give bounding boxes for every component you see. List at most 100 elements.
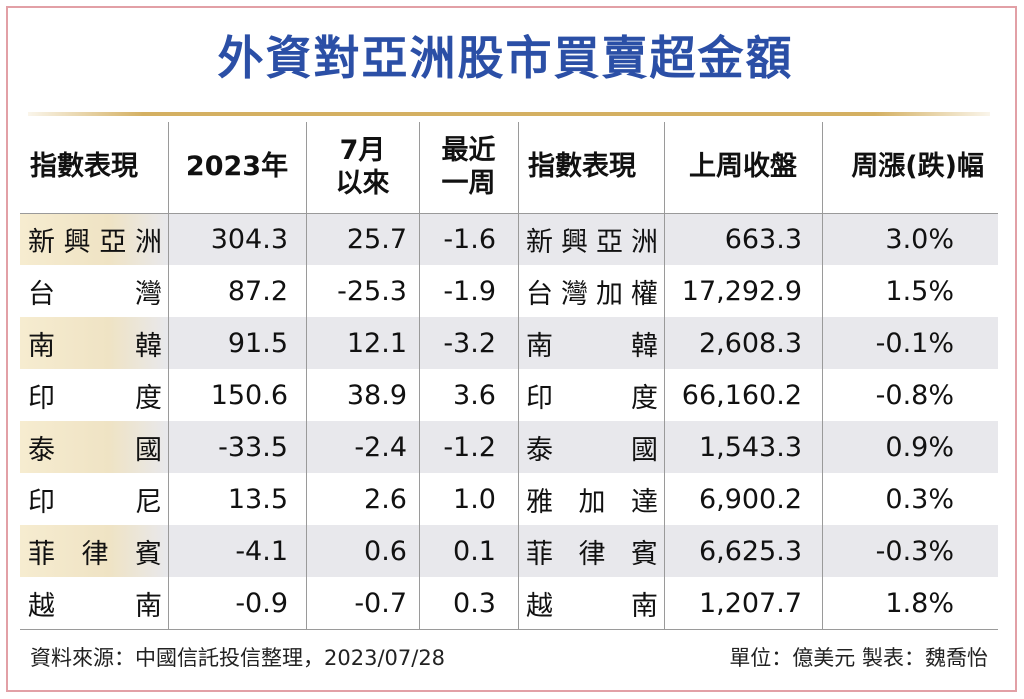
name-char: 度 — [135, 382, 162, 414]
left-2023-cell: -33.5 — [218, 431, 288, 463]
table-row: 新興亞洲 304.3 25.7 -1.6 新興亞洲 663.3 3.0% — [20, 213, 998, 265]
name-char: 灣 — [135, 278, 162, 310]
header-cell: 指數表現 — [528, 151, 636, 183]
right-close-cell: 6,900.2 — [698, 483, 802, 515]
name-char: 泰 — [28, 434, 55, 466]
left-since-july-cell: 38.9 — [346, 379, 407, 411]
left-week-cell: -1.9 — [443, 275, 496, 307]
name-char: 灣 — [561, 278, 588, 310]
name-char: 台 — [28, 278, 55, 310]
header-cell: 上周收盤 — [689, 151, 797, 183]
column-divider — [306, 122, 307, 630]
left-2023-cell: -4.1 — [235, 535, 288, 567]
unit-credit-note: 單位：億美元 製表：魏喬怡 — [729, 646, 988, 670]
table-header-row: 指數表現 2023年 7月 以來 最近 一周 指數表現 上周收盤 周漲(跌)幅 — [20, 122, 998, 213]
right-close-cell: 6,625.3 — [698, 535, 802, 567]
left-since-july-cell: -25.3 — [337, 275, 407, 307]
column-divider — [664, 122, 665, 630]
name-char: 權 — [631, 278, 658, 310]
right-name-cell: 印度 — [518, 369, 664, 421]
table-row: 印尼 13.5 2.6 1.0 雅加達 6,900.2 0.3% — [20, 473, 998, 525]
name-char: 台 — [526, 278, 553, 310]
right-change-cell: -0.8% — [875, 379, 954, 411]
right-name-cell: 台灣加權 — [518, 265, 664, 317]
left-since-july-cell: -0.7 — [354, 587, 407, 619]
column-divider — [419, 122, 420, 630]
left-week-cell: -3.2 — [443, 327, 496, 359]
column-divider — [822, 122, 823, 630]
left-name-cell: 印尼 — [20, 473, 168, 525]
left-2023-cell: 150.6 — [210, 379, 288, 411]
name-char: 南 — [135, 590, 162, 622]
left-name-cell: 菲律賓 — [20, 525, 168, 577]
name-char: 賓 — [135, 538, 162, 570]
name-char: 越 — [28, 590, 55, 622]
name-char: 新 — [28, 226, 55, 258]
name-char: 南 — [28, 330, 55, 362]
table-row: 台灣 87.2 -25.3 -1.9 台灣加權 17,292.9 1.5% — [20, 265, 998, 317]
name-char: 律 — [81, 538, 109, 570]
left-2023-cell: 13.5 — [227, 483, 288, 515]
right-name-cell: 雅加達 — [518, 473, 664, 525]
name-char: 加 — [596, 278, 623, 310]
left-name-cell: 台灣 — [20, 265, 168, 317]
name-char: 尼 — [135, 486, 162, 518]
left-2023-cell: 304.3 — [210, 223, 288, 255]
name-char: 南 — [526, 330, 553, 362]
table-row: 菲律賓 -4.1 0.6 0.1 菲律賓 6,625.3 -0.3% — [20, 525, 998, 577]
table-row: 南韓 91.5 12.1 -3.2 南韓 2,608.3 -0.1% — [20, 317, 998, 369]
left-week-cell: 1.0 — [453, 483, 496, 515]
left-2023-cell: -0.9 — [235, 587, 288, 619]
right-name-cell: 越南 — [518, 577, 664, 629]
name-char: 印 — [526, 382, 553, 414]
table-row: 泰國 -33.5 -2.4 -1.2 泰國 1,543.3 0.9% — [20, 421, 998, 473]
row-divider — [20, 629, 998, 630]
left-since-july-cell: 12.1 — [346, 327, 407, 359]
header-cell: 指數表現 — [30, 151, 138, 183]
name-char: 律 — [578, 538, 606, 570]
right-change-cell: 1.8% — [885, 587, 954, 619]
name-char: 韓 — [631, 330, 658, 362]
name-char: 加 — [578, 486, 606, 518]
header-cell: 周漲(跌)幅 — [851, 151, 984, 183]
left-name-cell: 越南 — [20, 577, 168, 629]
right-change-cell: -0.3% — [875, 535, 954, 567]
chart-title: 外資對亞洲股市買賣超金額 — [217, 31, 794, 85]
name-char: 興 — [561, 226, 588, 258]
right-close-cell: 1,543.3 — [698, 431, 802, 463]
right-name-cell: 新興亞洲 — [518, 213, 664, 265]
left-name-cell: 泰國 — [20, 421, 168, 473]
name-char: 度 — [631, 382, 658, 414]
header-cell: 最近 一周 — [441, 135, 496, 199]
left-week-cell: -1.2 — [443, 431, 496, 463]
left-2023-cell: 87.2 — [227, 275, 288, 307]
source-note: 資料來源：中國信託投信整理，2023/07/28 — [30, 646, 446, 670]
name-char: 達 — [631, 486, 658, 518]
left-week-cell: -1.6 — [443, 223, 496, 255]
left-name-cell: 新興亞洲 — [20, 213, 168, 265]
left-2023-cell: 91.5 — [227, 327, 288, 359]
right-change-cell: 0.9% — [885, 431, 954, 463]
table-row: 越南 -0.9 -0.7 0.3 越南 1,207.7 1.8% — [20, 577, 998, 629]
column-divider — [168, 122, 169, 630]
right-change-cell: 3.0% — [885, 223, 954, 255]
name-char: 亞 — [596, 226, 623, 258]
name-char: 菲 — [526, 538, 553, 570]
name-char: 國 — [135, 434, 162, 466]
right-close-cell: 66,160.2 — [681, 379, 802, 411]
name-char: 亞 — [99, 226, 127, 258]
name-char: 洲 — [631, 226, 658, 258]
data-table: 指數表現 2023年 7月 以來 最近 一周 指數表現 上周收盤 周漲(跌)幅 新興亞洲 30… — [20, 122, 998, 629]
right-name-cell: 菲律賓 — [518, 525, 664, 577]
name-char: 南 — [631, 590, 658, 622]
left-week-cell: 0.1 — [453, 535, 496, 567]
name-char: 泰 — [526, 434, 553, 466]
right-name-cell: 南韓 — [518, 317, 664, 369]
name-char: 興 — [63, 226, 91, 258]
name-char: 印 — [28, 486, 55, 518]
left-since-july-cell: -2.4 — [354, 431, 407, 463]
name-char: 印 — [28, 382, 55, 414]
name-char: 國 — [631, 434, 658, 466]
right-change-cell: -0.1% — [875, 327, 954, 359]
right-close-cell: 1,207.7 — [698, 587, 802, 619]
